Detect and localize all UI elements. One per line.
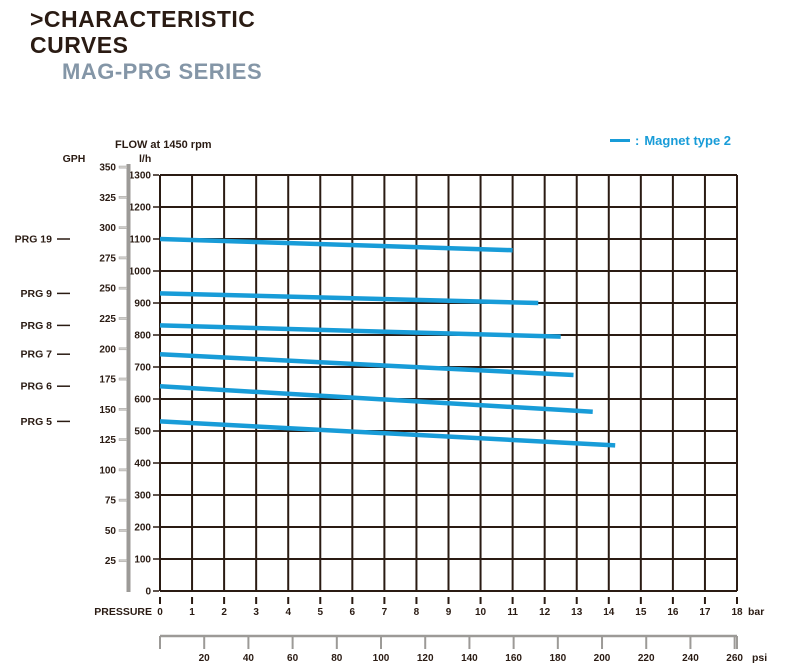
svg-text:3: 3 bbox=[253, 607, 259, 618]
svg-text:FLOW at 1450 rpm: FLOW at 1450 rpm bbox=[115, 139, 212, 151]
svg-text:12: 12 bbox=[539, 607, 551, 618]
svg-text:300: 300 bbox=[134, 491, 151, 502]
svg-text:800: 800 bbox=[134, 331, 151, 342]
svg-text:6: 6 bbox=[350, 607, 356, 618]
svg-text:17: 17 bbox=[699, 607, 711, 618]
svg-text:bar: bar bbox=[748, 606, 764, 618]
svg-text:100: 100 bbox=[373, 653, 390, 664]
svg-text:PRG 9: PRG 9 bbox=[20, 288, 52, 300]
legend-line-swatch bbox=[610, 139, 630, 142]
svg-text:PRESSURE: PRESSURE bbox=[94, 606, 152, 618]
svg-text:GPH: GPH bbox=[63, 153, 86, 165]
svg-text:500: 500 bbox=[134, 427, 151, 438]
x-axis-bar: PRESSURE 0 1 2 3 4 5 6 7 8 9 10 11 12 13 14 15 16 17 18 bar bbox=[94, 597, 764, 618]
svg-text:7: 7 bbox=[382, 607, 388, 618]
svg-text:60: 60 bbox=[287, 653, 299, 664]
svg-text:10: 10 bbox=[475, 607, 487, 618]
curve-prg-19 bbox=[159, 236, 513, 253]
svg-text:1: 1 bbox=[189, 607, 195, 618]
svg-text:1200: 1200 bbox=[129, 203, 152, 214]
svg-text:11: 11 bbox=[507, 607, 518, 618]
svg-text:0: 0 bbox=[157, 607, 163, 618]
svg-text:120: 120 bbox=[417, 653, 434, 664]
y-axis-gph: 350 325 300 275 250 225 200 175 150 125 100 75 50 25 bbox=[99, 163, 131, 592]
svg-text:4: 4 bbox=[285, 607, 291, 618]
curve-prg-7 bbox=[159, 351, 574, 378]
svg-text:900: 900 bbox=[134, 299, 151, 310]
svg-text:140: 140 bbox=[461, 653, 478, 664]
y-axis-lh: 1300120011001000900800700600500400300200… bbox=[129, 171, 159, 598]
svg-text:20: 20 bbox=[199, 653, 211, 664]
svg-text:25: 25 bbox=[105, 556, 117, 567]
svg-text:PRG 7: PRG 7 bbox=[20, 349, 52, 361]
svg-text:PRG 8: PRG 8 bbox=[20, 320, 52, 332]
svg-text:80: 80 bbox=[331, 653, 343, 664]
svg-text:psi: psi bbox=[752, 652, 767, 664]
svg-text:125: 125 bbox=[99, 435, 116, 446]
svg-text:225: 225 bbox=[99, 314, 116, 325]
curve-prg-6 bbox=[159, 383, 593, 415]
svg-text:160: 160 bbox=[505, 653, 522, 664]
axis-headers: FLOW at 1450 rpm GPH l/h bbox=[63, 139, 212, 165]
svg-text:100: 100 bbox=[134, 555, 151, 566]
svg-text:1100: 1100 bbox=[129, 235, 151, 246]
svg-text:75: 75 bbox=[105, 496, 117, 507]
svg-text:16: 16 bbox=[667, 607, 679, 618]
svg-text:1300: 1300 bbox=[129, 171, 152, 182]
svg-text:300: 300 bbox=[99, 223, 116, 234]
svg-text:175: 175 bbox=[99, 375, 116, 386]
title-block: >CHARACTERISTIC CURVES MAG-PRG SERIES bbox=[30, 6, 262, 85]
svg-text:325: 325 bbox=[99, 193, 116, 204]
svg-text:400: 400 bbox=[134, 459, 151, 470]
svg-text:5: 5 bbox=[317, 607, 323, 618]
svg-text:700: 700 bbox=[134, 363, 151, 374]
svg-text:18: 18 bbox=[731, 607, 743, 618]
svg-text:0: 0 bbox=[145, 587, 151, 598]
svg-text:40: 40 bbox=[243, 653, 255, 664]
svg-text:350: 350 bbox=[99, 163, 116, 174]
svg-text:180: 180 bbox=[549, 653, 566, 664]
svg-text:200: 200 bbox=[99, 344, 116, 355]
svg-text:14: 14 bbox=[603, 607, 615, 618]
svg-text:220: 220 bbox=[638, 653, 655, 664]
curve-prg-5 bbox=[159, 419, 616, 448]
svg-text:13: 13 bbox=[571, 607, 583, 618]
x-axis-psi: 20 40 60 80 100 120 140 160 180 200 220 240 260 psi bbox=[159, 634, 767, 664]
svg-text:200: 200 bbox=[594, 653, 611, 664]
page-title-line2: CURVES bbox=[30, 32, 129, 58]
svg-text:260: 260 bbox=[726, 653, 743, 664]
page-subtitle: MAG-PRG SERIES bbox=[62, 59, 263, 84]
legend-separator: : bbox=[635, 133, 640, 148]
svg-text:275: 275 bbox=[99, 253, 116, 264]
curves: PRG 19 PRG 9 PRG 8 PRG 7 PRG 6 PRG 5 bbox=[15, 234, 616, 448]
svg-text:200: 200 bbox=[134, 523, 151, 534]
svg-text:100: 100 bbox=[99, 465, 116, 476]
grid bbox=[159, 174, 738, 592]
page-title-line1: >CHARACTERISTIC bbox=[30, 6, 256, 32]
svg-text:l/h: l/h bbox=[139, 153, 151, 165]
svg-text:PRG 6: PRG 6 bbox=[20, 381, 52, 393]
svg-text:240: 240 bbox=[682, 653, 699, 664]
svg-text:50: 50 bbox=[105, 526, 117, 537]
svg-text:150: 150 bbox=[99, 405, 116, 416]
svg-text:2: 2 bbox=[221, 607, 227, 618]
curve-prg-8 bbox=[159, 323, 561, 339]
svg-text:PRG 19: PRG 19 bbox=[15, 234, 53, 246]
chart-legend: : Magnet type 2 bbox=[610, 133, 731, 148]
curve-prg-9 bbox=[159, 291, 539, 306]
svg-text:15: 15 bbox=[635, 607, 647, 618]
svg-text:600: 600 bbox=[134, 395, 151, 406]
svg-text:250: 250 bbox=[99, 284, 116, 295]
svg-text:PRG 5: PRG 5 bbox=[20, 416, 52, 428]
svg-text:8: 8 bbox=[414, 607, 420, 618]
legend-label: Magnet type 2 bbox=[644, 133, 732, 148]
svg-text:9: 9 bbox=[446, 607, 452, 618]
svg-text:1000: 1000 bbox=[129, 267, 152, 278]
